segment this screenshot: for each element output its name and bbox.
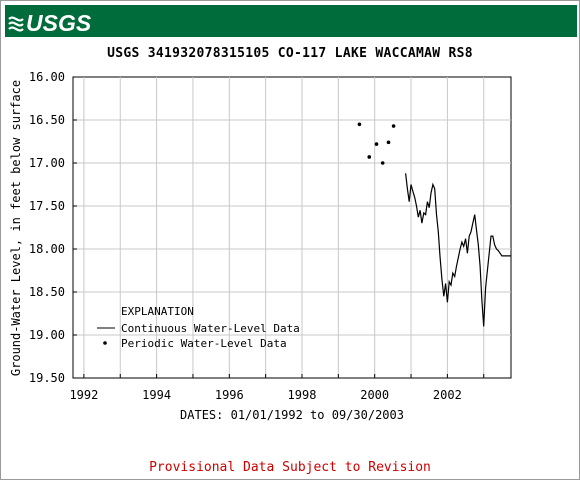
- usgs-logo: USGS: [8, 10, 92, 36]
- x-tick-label: 1998: [288, 388, 317, 402]
- x-tick-label: 1992: [69, 388, 98, 402]
- periodic-data-point: [374, 142, 379, 146]
- usgs-banner: USGS: [5, 5, 577, 37]
- continuous-series-line: [405, 173, 511, 327]
- x-tick-label: 2000: [360, 388, 389, 402]
- x-tick-label: 1994: [142, 388, 171, 402]
- y-tick-label: 17.00: [29, 156, 65, 170]
- y-tick-label: 18.50: [29, 285, 65, 299]
- periodic-data-point: [380, 161, 385, 165]
- chart-title: USGS 341932078315105 CO-117 LAKE WACCAMA…: [107, 46, 473, 61]
- legend-entry-label: Continuous Water-Level Data: [121, 322, 300, 335]
- y-tick-label: 18.00: [29, 242, 65, 256]
- periodic-data-point: [367, 155, 372, 159]
- y-tick-label: 16.00: [29, 70, 65, 84]
- periodic-data-point: [391, 124, 396, 128]
- x-tick-label: 2002: [433, 388, 462, 402]
- y-tick-label: 19.00: [29, 328, 65, 342]
- y-tick-label: 19.50: [29, 371, 65, 385]
- y-axis-label-text: Ground-Water Level, in feet below surfac…: [9, 79, 23, 377]
- y-tick-label: 17.50: [29, 199, 65, 213]
- x-tick-label: 1996: [215, 388, 244, 402]
- legend-point-swatch: [103, 341, 107, 345]
- svg-text:USGS: USGS: [26, 10, 92, 36]
- periodic-data-point: [357, 122, 362, 127]
- legend-title: EXPLANATION: [121, 305, 194, 318]
- periodic-data-point: [386, 140, 391, 145]
- y-tick-label: 16.50: [29, 113, 65, 127]
- provisional-notice: Provisional Data Subject to Revision: [149, 460, 431, 475]
- x-axis-label: DATES: 01/01/1992 to 09/30/2003: [180, 408, 404, 422]
- legend-entry-label: Periodic Water-Level Data: [121, 337, 287, 350]
